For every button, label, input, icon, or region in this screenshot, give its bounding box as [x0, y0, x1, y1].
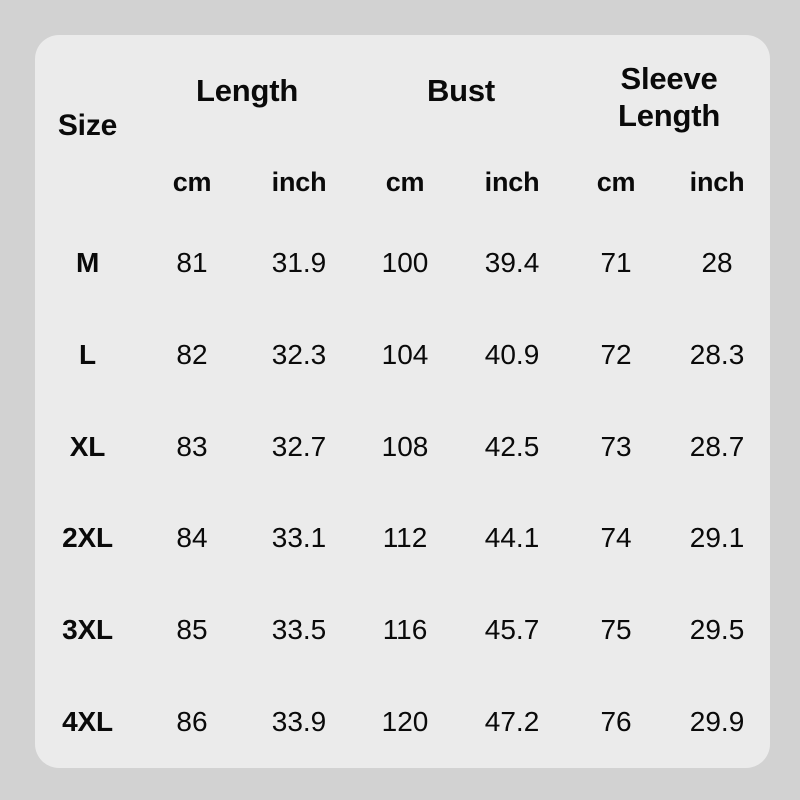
group-header-row: Size Length Bust Sleeve Length — [35, 35, 770, 147]
cell-bust-cm: 116 — [382, 614, 428, 646]
cell-bust-cm: 120 — [381, 706, 429, 738]
cell-length-inch: 32.3 — [271, 338, 327, 370]
table-row: 4XL 86 33.9 120 47.2 76 29.9 — [35, 676, 770, 768]
column-group-header-sleeve-length: Sleeve Length — [568, 35, 770, 147]
cell-sleeve-cm: 76 — [600, 706, 632, 738]
cell-bust-inch: 44.1 — [484, 522, 540, 554]
cell-size: XL — [69, 430, 106, 462]
cell-bust-cm: 112 — [382, 522, 428, 554]
cell-length-cm: 86 — [176, 706, 208, 738]
size-chart-card — [35, 35, 770, 768]
sleeve-header-line-1: Sleeve — [620, 61, 718, 96]
column-group-header-length: Length — [195, 72, 299, 108]
cell-size: 2XL — [62, 522, 113, 554]
cell-length-inch: 33.1 — [271, 522, 327, 554]
cell-length-cm: 82 — [176, 338, 208, 370]
cell-sleeve-cm: 71 — [600, 246, 632, 278]
cell-length-inch: 33.9 — [271, 706, 327, 738]
unit-header-bust-cm: cm — [385, 166, 425, 197]
table-row: L 82 32.3 104 40.9 72 28.3 — [35, 309, 770, 401]
cell-sleeve-inch: 29.9 — [689, 706, 745, 738]
cell-length-cm: 84 — [176, 522, 208, 554]
cell-bust-cm: 104 — [381, 338, 429, 370]
column-group-header-bust: Bust — [426, 72, 496, 108]
cell-size: L — [79, 338, 96, 370]
cell-bust-inch: 42.5 — [484, 430, 540, 462]
cell-size: 4XL — [62, 706, 113, 738]
unit-header-row: cm inch cm inch cm inch — [35, 147, 770, 217]
unit-header-length-inch: inch — [271, 166, 327, 197]
cell-sleeve-cm: 72 — [600, 338, 632, 370]
column-header-size: Size — [57, 109, 118, 142]
table-body: M 81 31.9 100 39.4 71 28 L 82 32.3 104 4… — [35, 217, 770, 768]
cell-length-inch: 32.7 — [271, 430, 327, 462]
cell-length-inch: 33.5 — [271, 614, 327, 646]
cell-bust-cm: 108 — [381, 430, 429, 462]
cell-sleeve-inch: 29.1 — [689, 522, 745, 554]
cell-bust-inch: 39.4 — [484, 246, 540, 278]
cell-length-inch: 31.9 — [271, 246, 327, 278]
cell-length-cm: 83 — [176, 430, 208, 462]
size-chart-table: Size Length Bust Sleeve Length cm inch cm… — [35, 35, 770, 768]
unit-header-sleeve-cm: cm — [596, 166, 636, 197]
cell-length-cm: 81 — [176, 246, 208, 278]
cell-size: 3XL — [62, 614, 113, 646]
sleeve-header-line-2: Length — [617, 97, 721, 133]
unit-header-length-cm: cm — [172, 166, 212, 197]
unit-header-bust-inch: inch — [484, 166, 540, 197]
cell-sleeve-cm: 74 — [600, 522, 632, 554]
cell-sleeve-inch: 28.3 — [689, 338, 745, 370]
table-row: 2XL 84 33.1 112 44.1 74 29.1 — [35, 492, 770, 584]
table-head: Size Length Bust Sleeve Length cm inch cm… — [35, 35, 770, 217]
cell-bust-inch: 40.9 — [484, 338, 540, 370]
cell-length-cm: 85 — [176, 614, 208, 646]
cell-sleeve-inch: 28.7 — [689, 430, 745, 462]
cell-sleeve-inch: 28 — [701, 246, 733, 278]
table-row: M 81 31.9 100 39.4 71 28 — [35, 217, 770, 309]
table-row: XL 83 32.7 108 42.5 73 28.7 — [35, 401, 770, 493]
cell-bust-cm: 100 — [381, 246, 429, 278]
cell-sleeve-cm: 73 — [600, 430, 632, 462]
cell-sleeve-inch: 29.5 — [689, 614, 745, 646]
cell-sleeve-cm: 75 — [600, 614, 632, 646]
unit-header-sleeve-inch: inch — [689, 166, 745, 197]
cell-bust-inch: 45.7 — [484, 614, 540, 646]
cell-bust-inch: 47.2 — [484, 706, 540, 738]
table-row: 3XL 85 33.5 116 45.7 75 29.5 — [35, 584, 770, 676]
cell-size: M — [75, 246, 100, 278]
